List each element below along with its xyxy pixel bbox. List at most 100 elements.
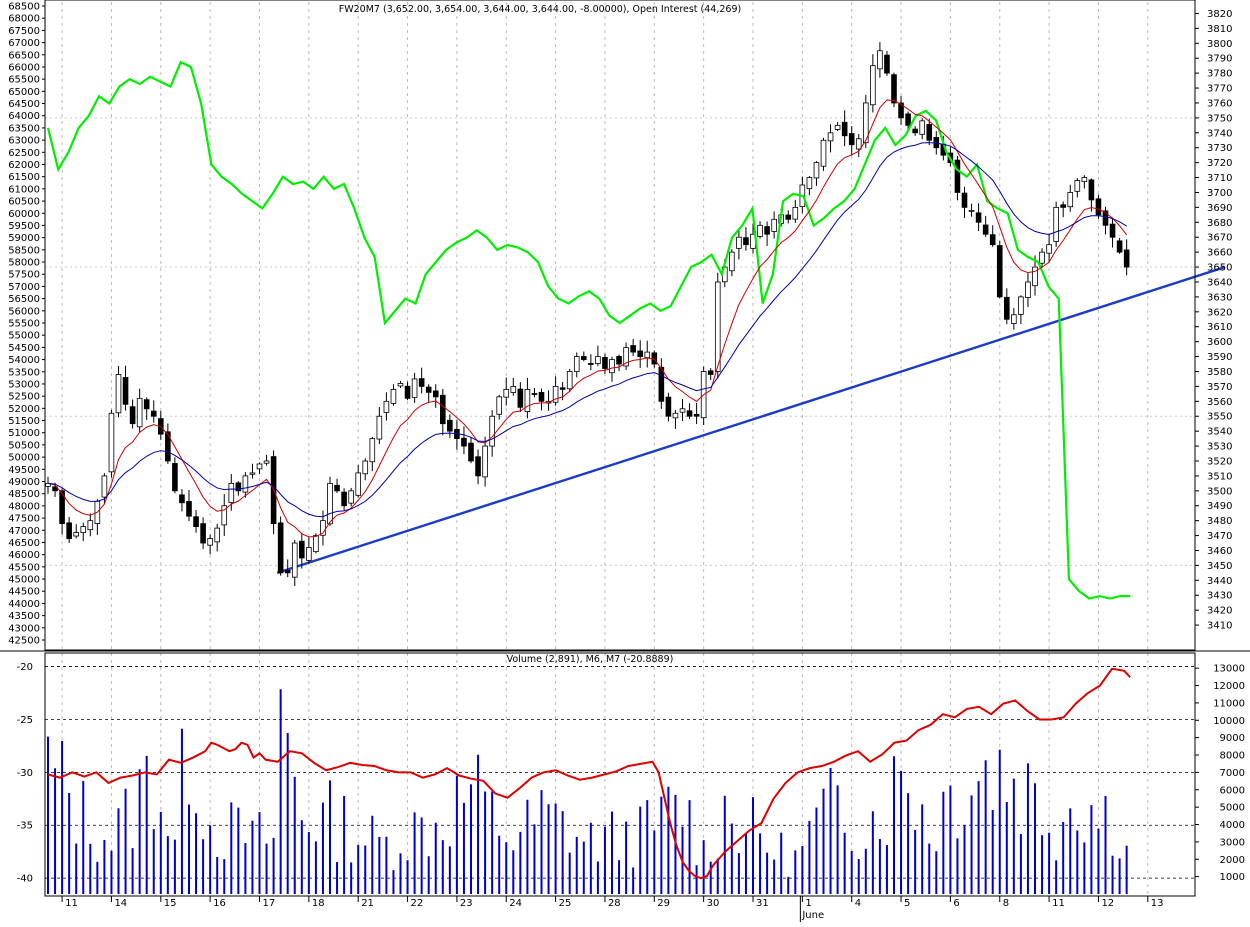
right-axis-tick-label: 3630: [1207, 292, 1232, 303]
candle: [475, 456, 481, 477]
candle: [975, 212, 982, 223]
candle: [397, 383, 404, 387]
candle: [355, 472, 361, 496]
right-axis-tick-label: 3480: [1207, 516, 1232, 527]
right-axis-tick-label: 3440: [1207, 576, 1232, 587]
candle: [179, 494, 185, 504]
left-axis-tick-label: 47000: [8, 526, 40, 537]
candle: [954, 159, 961, 193]
candle: [306, 547, 312, 561]
x-axis-tick-label: 31: [756, 898, 769, 909]
left-axis-tick-label: 56000: [8, 306, 40, 317]
candle: [468, 442, 474, 462]
right-axis-tick-label: 3600: [1207, 337, 1232, 348]
candle: [1067, 192, 1074, 208]
candle: [411, 378, 418, 398]
right-axis-tick-label: 3570: [1207, 382, 1232, 393]
candle: [172, 463, 178, 492]
left-axis-tick-label: 52000: [8, 404, 40, 415]
volume-right-tick-label: 9000: [1220, 733, 1245, 744]
left-axis-tick-label: 64500: [8, 99, 40, 110]
candle: [52, 486, 58, 492]
x-axis-tick-label: 6: [953, 898, 959, 909]
x-axis-tick-label: 23: [460, 898, 473, 909]
candle: [658, 366, 665, 402]
candle: [341, 491, 347, 507]
candle: [129, 406, 136, 425]
right-axis-tick-label: 3680: [1207, 218, 1232, 229]
right-axis-tick-label: 3520: [1207, 456, 1232, 467]
candle: [588, 363, 594, 365]
candle: [115, 374, 122, 414]
candle: [855, 138, 862, 150]
left-axis-tick-label: 59500: [8, 221, 40, 232]
left-axis-tick-label: 45000: [8, 575, 40, 586]
left-axis-tick-label: 57000: [8, 282, 40, 293]
candle: [242, 475, 249, 493]
candle: [552, 385, 559, 403]
candle: [73, 532, 80, 537]
candle: [87, 520, 94, 531]
left-axis-tick-label: 56500: [8, 294, 40, 305]
left-axis-tick-label: 65000: [8, 87, 40, 98]
right-axis-tick-label: 3790: [1207, 54, 1232, 65]
volume-right-tick-label: 12000: [1213, 681, 1245, 692]
candle: [1095, 198, 1102, 216]
main-panel-frame: [44, 0, 1196, 651]
left-axis-tick-label: 49000: [8, 477, 40, 488]
chart-title: FW20M7 (3,652.00, 3,654.00, 3,644.00, 3,…: [339, 4, 741, 15]
x-axis-tick-label: 21: [361, 898, 374, 909]
x-axis-tick-label: 22: [411, 898, 424, 909]
right-axis-tick-label: 3530: [1207, 442, 1232, 453]
left-axis-tick-label: 58000: [8, 258, 40, 269]
candle: [320, 520, 326, 536]
candle: [256, 463, 263, 470]
candle: [820, 139, 827, 167]
candle: [122, 377, 129, 405]
volume-right-tick-label: 3000: [1220, 837, 1245, 848]
candle: [327, 482, 333, 525]
candle: [686, 410, 693, 417]
left-axis-tick-label: 42500: [8, 636, 40, 647]
right-axis-tick-label: 3820: [1207, 9, 1232, 20]
candle: [369, 438, 376, 463]
candle: [425, 386, 432, 393]
candle: [827, 132, 834, 142]
volume-right-tick-label: 1000: [1220, 872, 1245, 883]
right-axis-tick-label: 3500: [1207, 486, 1232, 497]
left-axis-tick-label: 43500: [8, 611, 40, 622]
right-axis-tick-label: 3410: [1207, 621, 1232, 632]
candle: [792, 206, 799, 220]
left-axis-tick-label: 63000: [8, 136, 40, 147]
candle: [383, 400, 390, 413]
left-axis-tick-label: 60500: [8, 197, 40, 208]
left-axis-tick-label: 57500: [8, 270, 40, 281]
candle: [284, 569, 291, 574]
candle: [834, 124, 841, 130]
candle: [1116, 240, 1123, 253]
right-axis-tick-label: 3700: [1207, 188, 1232, 199]
candle: [1039, 251, 1045, 264]
right-axis-tick-label: 3750: [1207, 113, 1232, 124]
left-axis-tick-label: 46000: [8, 550, 40, 561]
candle: [447, 419, 453, 432]
right-axis-tick-label: 3620: [1207, 307, 1232, 318]
left-axis-tick-label: 59000: [8, 233, 40, 244]
candle: [884, 54, 890, 74]
candle: [538, 392, 545, 402]
candle: [439, 394, 446, 425]
candle: [1081, 177, 1088, 183]
candle: [59, 490, 65, 525]
left-axis-tick-label: 50000: [8, 453, 40, 464]
candle: [863, 102, 869, 144]
candle: [334, 484, 340, 492]
candle: [729, 251, 735, 272]
candle: [905, 113, 911, 126]
candle: [376, 415, 383, 440]
left-axis-tick-label: 43000: [8, 623, 40, 634]
candle: [559, 387, 566, 390]
candle: [602, 357, 608, 369]
right-axis-tick-label: 3540: [1207, 427, 1232, 438]
candle: [517, 388, 524, 408]
x-axis-tick-label: 15: [164, 898, 177, 909]
